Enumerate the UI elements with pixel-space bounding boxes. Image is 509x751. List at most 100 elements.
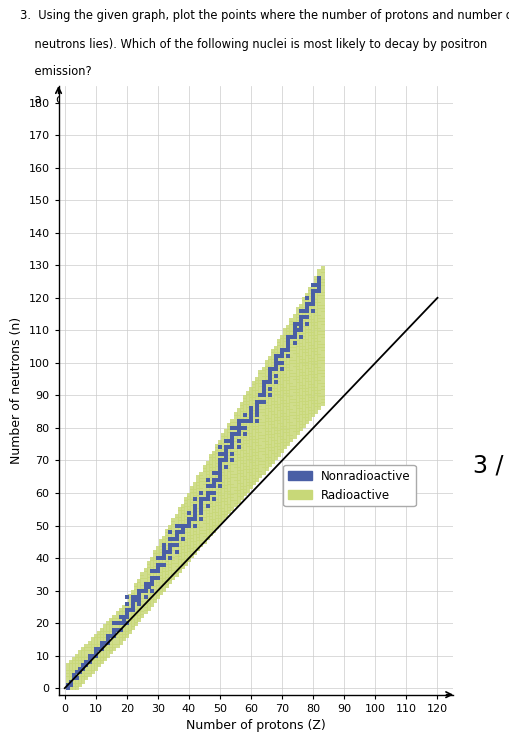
Point [263, 418, 271, 430]
Point [288, 395, 296, 407]
Point [163, 541, 172, 553]
Point [64, 679, 72, 691]
Point [73, 666, 81, 678]
Point [247, 400, 255, 412]
Point [123, 623, 131, 635]
Point [263, 427, 271, 439]
Point [160, 584, 168, 596]
Point [316, 376, 324, 388]
Point [120, 608, 128, 620]
Point [114, 617, 122, 629]
Point [142, 577, 150, 589]
Point [210, 482, 218, 494]
Point [173, 539, 181, 551]
Point [235, 405, 243, 417]
Point [291, 395, 299, 407]
Point [238, 397, 246, 409]
Point [163, 564, 172, 576]
Point [244, 426, 252, 438]
Point [316, 318, 324, 330]
Point [281, 330, 289, 342]
Point [73, 666, 81, 678]
Point [191, 503, 200, 515]
Point [210, 477, 218, 489]
Point [185, 541, 193, 553]
Point [294, 411, 302, 423]
Point [263, 398, 271, 410]
Point [263, 415, 271, 427]
Point [263, 362, 271, 374]
Point [86, 637, 94, 649]
Point [300, 397, 308, 409]
Point [303, 306, 311, 318]
Point [104, 630, 112, 642]
Point [235, 486, 243, 498]
Point [232, 470, 240, 482]
Point [244, 478, 252, 490]
Point [67, 682, 75, 694]
Point [300, 354, 308, 366]
Point [182, 532, 190, 544]
Point [197, 487, 206, 499]
Point [278, 354, 286, 366]
Point [275, 384, 283, 396]
Point [210, 487, 218, 499]
Point [275, 413, 283, 425]
Point [303, 328, 311, 340]
Point [319, 307, 327, 319]
Point [232, 437, 240, 449]
Point [145, 557, 153, 569]
Point [138, 590, 147, 602]
Point [173, 546, 181, 558]
Point [166, 563, 175, 575]
Point [154, 588, 162, 600]
Point [86, 640, 94, 652]
Point [117, 630, 125, 642]
Point [285, 343, 293, 355]
Point [197, 536, 206, 548]
Point [166, 532, 175, 544]
Point [129, 593, 137, 605]
Point [263, 366, 271, 378]
Point [229, 421, 237, 433]
Point [291, 318, 299, 330]
Point [160, 532, 168, 544]
Point [82, 659, 91, 671]
Point [316, 324, 324, 336]
Point [319, 372, 327, 385]
Point [309, 357, 317, 369]
Point [169, 547, 178, 559]
Point [241, 459, 249, 471]
Point [126, 600, 134, 612]
Point [157, 548, 165, 560]
Point [70, 659, 78, 671]
Point [86, 656, 94, 668]
Point [210, 476, 218, 488]
Point [79, 650, 88, 662]
Point [104, 643, 112, 655]
Point [126, 590, 134, 602]
Point [207, 486, 215, 498]
Point [135, 591, 144, 603]
Point [260, 463, 268, 475]
Point [235, 435, 243, 447]
Point [281, 409, 289, 421]
Point [117, 633, 125, 645]
Point [269, 345, 277, 357]
Point [145, 602, 153, 614]
Point [157, 552, 165, 564]
Point [278, 360, 286, 372]
Point [306, 406, 314, 418]
Point [225, 451, 234, 463]
Point [260, 396, 268, 408]
Point [303, 299, 311, 311]
Point [135, 598, 144, 610]
Point [169, 572, 178, 584]
Point [166, 524, 175, 536]
Point [316, 269, 324, 281]
Point [294, 427, 302, 439]
Point [238, 407, 246, 419]
Point [194, 533, 203, 545]
Point [73, 672, 81, 684]
Point [281, 399, 289, 411]
